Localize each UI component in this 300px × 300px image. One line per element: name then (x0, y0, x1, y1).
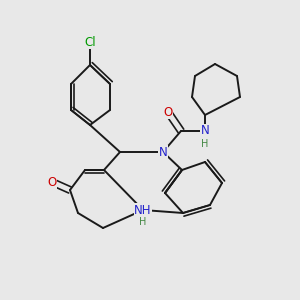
Text: N: N (201, 124, 209, 137)
Text: H: H (201, 139, 209, 149)
Text: H: H (139, 217, 147, 227)
Text: Cl: Cl (84, 35, 96, 49)
Text: O: O (47, 176, 57, 188)
Text: NH: NH (134, 203, 152, 217)
Text: N: N (159, 146, 167, 158)
Text: O: O (164, 106, 172, 118)
